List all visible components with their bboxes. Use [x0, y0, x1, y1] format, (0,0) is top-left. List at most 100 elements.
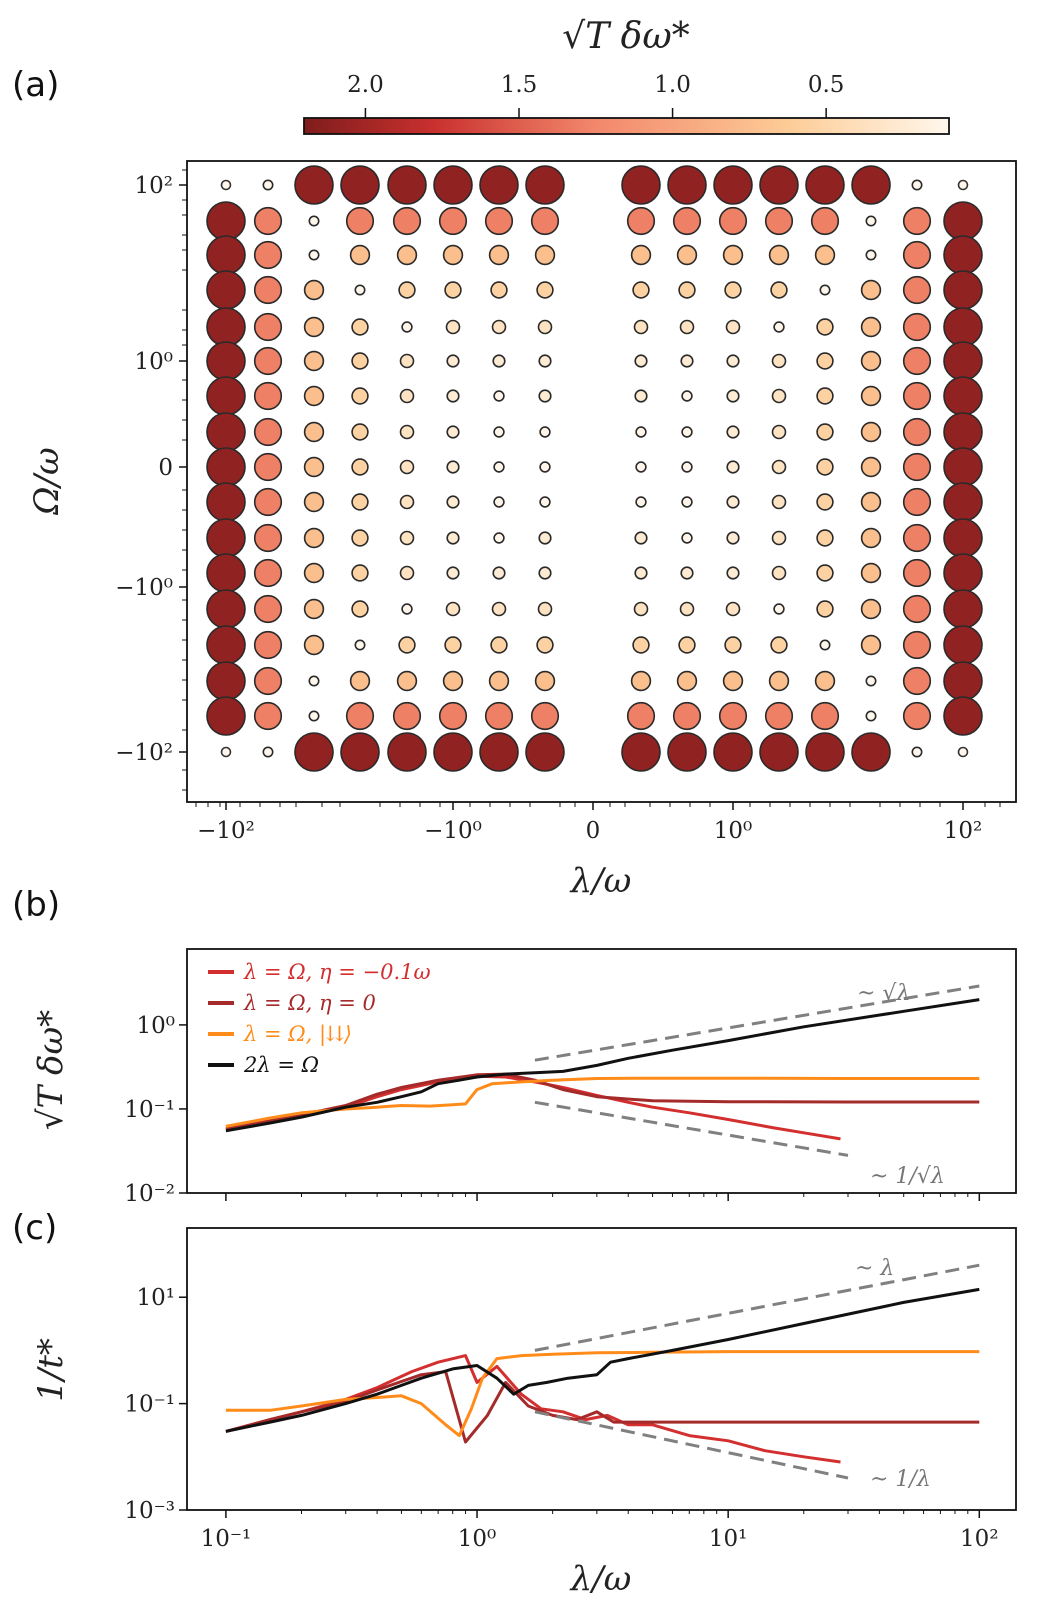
- bubble-point: [253, 523, 283, 553]
- panel-b-annotation-sqrt: ~ √λ: [857, 981, 910, 1006]
- y-tick-label: 10⁻²: [124, 1181, 175, 1207]
- legend-label: λ = Ω, η = −0.1ω: [243, 960, 431, 984]
- bubble-point: [396, 670, 418, 692]
- bubble-point: [262, 746, 274, 758]
- bubble-point: [902, 666, 932, 696]
- bubble-point: [206, 235, 246, 275]
- y-tick-label: 10⁰: [137, 1013, 176, 1039]
- bubble-point: [396, 244, 418, 266]
- bubble-point: [957, 179, 969, 191]
- bubble-point: [902, 312, 932, 342]
- bubble-point: [681, 461, 693, 473]
- colorbar-label: √T δω*: [562, 16, 689, 57]
- bubble-point: [805, 732, 845, 772]
- bubble-point: [206, 696, 246, 736]
- bubble-point: [399, 565, 415, 581]
- bubble-point: [902, 523, 932, 553]
- bubble-point: [759, 165, 799, 205]
- bubble-point: [253, 275, 283, 305]
- bubble-point: [351, 318, 369, 336]
- bubble-point: [860, 634, 882, 656]
- bubble-point: [816, 564, 834, 582]
- bubble-point: [810, 206, 840, 236]
- bubble-point: [399, 353, 415, 369]
- bubble-point: [865, 675, 877, 687]
- bubble-point: [539, 426, 551, 438]
- bubble-point: [444, 636, 462, 654]
- bubble-point: [851, 732, 891, 772]
- bubble-point: [943, 518, 983, 558]
- y-tick-label: 10⁻¹: [124, 1097, 175, 1123]
- x-tick-label: 10²: [960, 1526, 999, 1552]
- bubble-point: [814, 244, 836, 266]
- colorbar-tick-label: 0.5: [808, 72, 845, 98]
- bubble-point: [537, 319, 553, 335]
- x-tick-label: 10⁰: [458, 1526, 497, 1552]
- bubble-point: [492, 566, 506, 580]
- bubble-point: [764, 206, 794, 236]
- bubble-point: [771, 494, 787, 510]
- y-tick-label: 10⁰: [135, 349, 174, 375]
- bubble-point: [253, 206, 283, 236]
- panel-c-annotation-invlambda: ~ 1/λ: [870, 1467, 931, 1492]
- y-tick-label: 10⁻³: [124, 1498, 175, 1524]
- bubble-point: [632, 281, 650, 299]
- bubble-point: [351, 564, 369, 582]
- series-line: [534, 1410, 849, 1480]
- bubble-point: [943, 270, 983, 310]
- bubble-point: [911, 179, 923, 191]
- bubble-point: [484, 701, 514, 731]
- bubble-point: [634, 389, 648, 403]
- bubble-point: [768, 670, 790, 692]
- bubble-point: [206, 518, 246, 558]
- bubble-point: [726, 460, 740, 474]
- bubble-point: [442, 670, 464, 692]
- bubble-point: [634, 566, 648, 580]
- bubble-point: [206, 553, 246, 593]
- bubble-point: [398, 636, 416, 654]
- bubble-point: [206, 270, 246, 310]
- panel-b-lines: [225, 984, 980, 1157]
- bubble-point: [726, 495, 740, 509]
- bubble-point: [860, 316, 882, 338]
- bubble-point: [902, 701, 932, 731]
- bubble-point: [667, 732, 707, 772]
- bubble-point: [308, 675, 320, 687]
- bubble-point: [865, 249, 877, 261]
- bubble-point: [479, 165, 519, 205]
- bubble-point: [253, 701, 283, 731]
- bubble-point: [303, 527, 325, 549]
- bubble-point: [303, 350, 325, 372]
- bubble-point: [351, 387, 369, 405]
- bubble-point: [860, 598, 882, 620]
- bubble-point: [536, 281, 554, 299]
- bubble-point: [446, 531, 460, 545]
- bubble-point: [860, 421, 882, 443]
- bubble-point: [814, 670, 836, 692]
- bubble-point: [351, 493, 369, 511]
- bubble-point: [537, 601, 553, 617]
- bubble-point: [491, 319, 507, 335]
- bubble-point: [399, 459, 415, 475]
- bubble-point: [490, 281, 508, 299]
- bubble-point: [902, 594, 932, 624]
- panel-label-a: (a): [12, 65, 59, 105]
- bubble-point: [680, 566, 694, 580]
- bubble-point: [764, 701, 794, 731]
- bubble-point: [633, 319, 649, 335]
- bubble-point: [773, 603, 785, 615]
- bubble-point: [442, 244, 464, 266]
- colorbar-tick-label: 1.5: [501, 72, 538, 98]
- bubble-point: [630, 670, 652, 692]
- bubble-point: [340, 165, 380, 205]
- bubble-point: [206, 376, 246, 416]
- bubble-point: [676, 244, 698, 266]
- bubble-point: [816, 493, 834, 511]
- bubble-point: [943, 307, 983, 347]
- bubble-point: [630, 244, 652, 266]
- bubble-point: [399, 388, 415, 404]
- bubble-point: [493, 390, 505, 402]
- bubble-point: [534, 244, 556, 266]
- bubble-point: [725, 601, 741, 617]
